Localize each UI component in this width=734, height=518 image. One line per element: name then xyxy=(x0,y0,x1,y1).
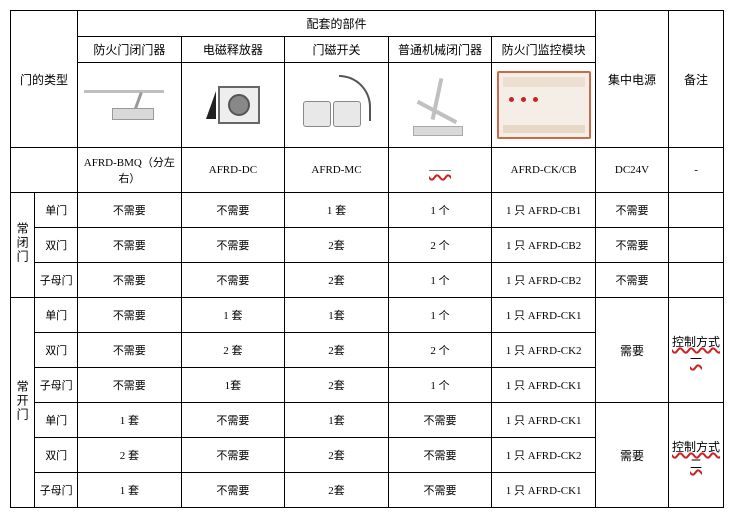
open1-row1-c1: 不需要 xyxy=(78,333,182,368)
code-remark: - xyxy=(669,148,724,193)
open1-row2-c4: 1 个 xyxy=(388,368,492,403)
closed-row1-c4: 2 个 xyxy=(388,228,492,263)
open1-row0-door: 单门 xyxy=(35,298,78,333)
img-monitor xyxy=(492,63,596,148)
closed-row0-door: 单门 xyxy=(35,193,78,228)
code-monitor: AFRD-CK/CB xyxy=(492,148,596,193)
code-mag-switch: AFRD-MC xyxy=(285,148,389,193)
col-closer-name: 防火门闭门器 xyxy=(78,37,182,63)
open1-row2-c5: 1 只 AFRD-CK1 xyxy=(492,368,596,403)
closed-row2-c3: 2套 xyxy=(285,263,389,298)
open1-row2-c1: 不需要 xyxy=(78,368,182,403)
config-table: 门的类型 配套的部件 集中电源 备注 防火门闭门器 电磁释放器 门磁开关 普通机… xyxy=(10,10,724,508)
closed-row0-pw: 不需要 xyxy=(595,193,668,228)
open1-row0-c4: 1 个 xyxy=(388,298,492,333)
closed-row1-rem xyxy=(669,228,724,263)
open1-row1-c3: 2套 xyxy=(285,333,389,368)
open1-power: 需要 xyxy=(595,298,668,403)
col-monitor-name: 防火门监控模块 xyxy=(492,37,596,63)
closed-row1-c2: 不需要 xyxy=(181,228,285,263)
remark-header: 备注 xyxy=(669,11,724,148)
open2-row2-c5: 1 只 AFRD-CK1 xyxy=(492,473,596,508)
code-em-release: AFRD-DC xyxy=(181,148,285,193)
open1-row1-c5: 1 只 AFRD-CK2 xyxy=(492,333,596,368)
open1-row2-door: 子母门 xyxy=(35,368,78,403)
code-blank xyxy=(11,148,78,193)
open2-row1-c1: 2 套 xyxy=(78,438,182,473)
col-mech-closer-name: 普通机械闭门器 xyxy=(388,37,492,63)
code-closer: AFRD-BMQ（分左右） xyxy=(78,148,182,193)
closed-row2-pw: 不需要 xyxy=(595,263,668,298)
img-mech-closer xyxy=(388,63,492,148)
open2-row2-c2: 不需要 xyxy=(181,473,285,508)
open2-row2-c1: 1 套 xyxy=(78,473,182,508)
closed-row0-c1: 不需要 xyxy=(78,193,182,228)
img-em-release xyxy=(181,63,285,148)
group-open-label: 常开门 xyxy=(11,298,35,508)
open2-row1-door: 双门 xyxy=(35,438,78,473)
closed-row1-c1: 不需要 xyxy=(78,228,182,263)
open1-row2-c3: 2套 xyxy=(285,368,389,403)
closed-row0-c3: 1 套 xyxy=(285,193,389,228)
closed-row1-c3: 2套 xyxy=(285,228,389,263)
open2-row2-c3: 2套 xyxy=(285,473,389,508)
col-mag-switch-name: 门磁开关 xyxy=(285,37,389,63)
closed-row2-c4: 1 个 xyxy=(388,263,492,298)
power-header: 集中电源 xyxy=(595,11,668,148)
components-header: 配套的部件 xyxy=(78,11,596,37)
closed-row2-c1: 不需要 xyxy=(78,263,182,298)
closed-row1-c5: 1 只 AFRD-CB2 xyxy=(492,228,596,263)
img-closer xyxy=(78,63,182,148)
open2-row2-c4: 不需要 xyxy=(388,473,492,508)
open1-row1-door: 双门 xyxy=(35,333,78,368)
closed-row0-c2: 不需要 xyxy=(181,193,285,228)
open1-remark: 控制方式一 xyxy=(669,298,724,403)
closed-row0-rem xyxy=(669,193,724,228)
closed-row0-c4: 1 个 xyxy=(388,193,492,228)
closed-row2-rem xyxy=(669,263,724,298)
img-mag-switch xyxy=(285,63,389,148)
door-type-header: 门的类型 xyxy=(11,11,78,148)
code-mech-closer: —— xyxy=(388,148,492,193)
open1-row2-c2: 1套 xyxy=(181,368,285,403)
closed-row1-pw: 不需要 xyxy=(595,228,668,263)
closed-row2-door: 子母门 xyxy=(35,263,78,298)
open2-row0-c5: 1 只 AFRD-CK1 xyxy=(492,403,596,438)
open2-row1-c3: 2套 xyxy=(285,438,389,473)
open1-row0-c2: 1 套 xyxy=(181,298,285,333)
open1-row1-c4: 2 个 xyxy=(388,333,492,368)
code-power: DC24V xyxy=(595,148,668,193)
group-closed-label: 常闭门 xyxy=(11,193,35,298)
closed-row2-c5: 1 只 AFRD-CB2 xyxy=(492,263,596,298)
open1-row0-c5: 1 只 AFRD-CK1 xyxy=(492,298,596,333)
open2-row0-c2: 不需要 xyxy=(181,403,285,438)
closed-row2-c2: 不需要 xyxy=(181,263,285,298)
closed-row0-c5: 1 只 AFRD-CB1 xyxy=(492,193,596,228)
open2-row1-c4: 不需要 xyxy=(388,438,492,473)
open2-row0-c4: 不需要 xyxy=(388,403,492,438)
open1-row0-c3: 1套 xyxy=(285,298,389,333)
col-em-release-name: 电磁释放器 xyxy=(181,37,285,63)
open2-remark: 控制方式二 xyxy=(669,403,724,508)
open2-row0-c3: 1套 xyxy=(285,403,389,438)
open2-row0-door: 单门 xyxy=(35,403,78,438)
open2-row0-c1: 1 套 xyxy=(78,403,182,438)
open2-row1-c2: 不需要 xyxy=(181,438,285,473)
open1-row0-c1: 不需要 xyxy=(78,298,182,333)
open1-row1-c2: 2 套 xyxy=(181,333,285,368)
closed-row1-door: 双门 xyxy=(35,228,78,263)
open2-row2-door: 子母门 xyxy=(35,473,78,508)
open2-power: 需要 xyxy=(595,403,668,508)
open2-row1-c5: 1 只 AFRD-CK2 xyxy=(492,438,596,473)
